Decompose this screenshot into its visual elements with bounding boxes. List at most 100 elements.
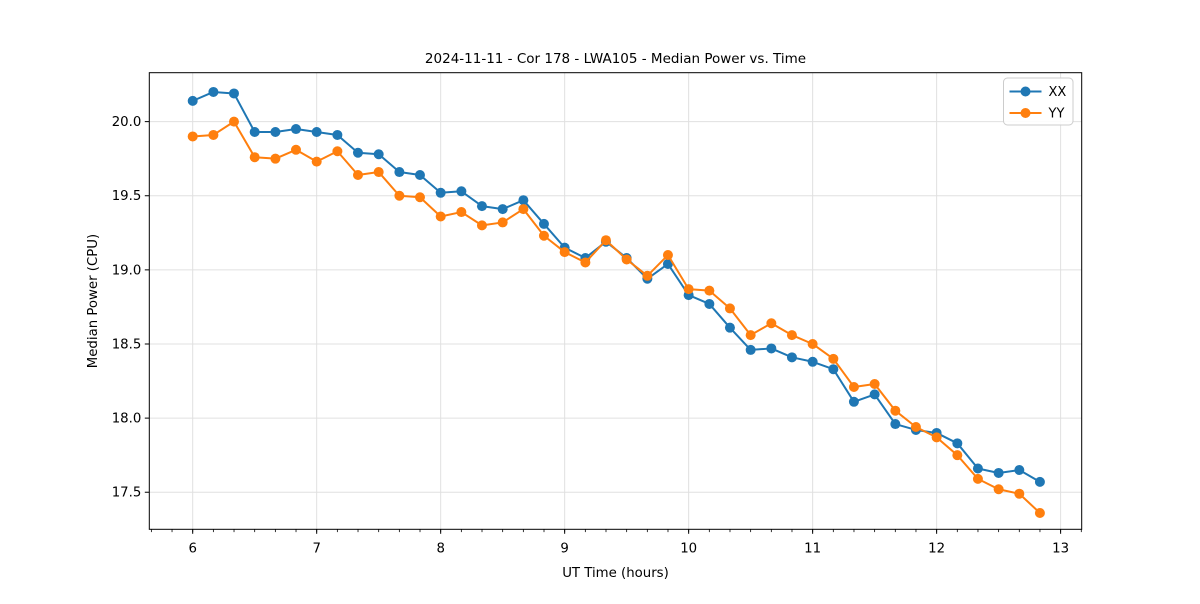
data-point-XX [332,129,343,140]
axes-frame [148,72,1083,530]
legend-label-XX: XX [1049,85,1067,100]
x-tick-label: 6 [188,541,196,556]
data-point-XX [435,187,446,198]
data-point-YY [766,318,777,329]
data-point-YY [952,450,963,461]
x-tick-label: 12 [928,541,945,556]
legend-marker-YY [1020,108,1031,118]
data-point-XX [290,124,301,135]
data-point-YY [848,381,859,392]
legend-label-YY: YY [1048,107,1065,122]
data-point-YY [724,303,735,314]
data-point-XX [848,396,859,407]
data-point-XX [270,127,281,137]
data-point-YY [642,270,653,281]
legend-marker-XX [1020,86,1031,97]
data-point-YY [394,190,405,201]
data-point-YY [187,131,198,142]
data-point-XX [394,167,405,178]
data-point-YY [456,207,467,218]
data-point-YY [352,169,363,180]
data-point-XX [972,463,983,474]
data-point-YY [497,217,508,228]
data-point-XX [476,201,487,212]
data-point-YY [786,330,797,341]
y-axis-label: Median Power (CPU) [86,234,101,368]
data-point-YY [332,146,343,157]
data-point-XX [518,195,529,206]
data-point-XX [187,95,198,106]
data-point-YY [683,284,694,295]
data-point-YY [910,422,921,433]
data-point-YY [869,379,880,390]
data-point-XX [993,467,1004,478]
x-tick-label: 11 [804,541,821,556]
data-point-XX [704,298,715,309]
data-point-YY [807,338,818,349]
x-tick-label: 8 [436,541,444,556]
data-point-YY [311,156,322,167]
data-point-XX [538,218,549,229]
x-tick-label: 9 [560,541,568,556]
data-point-YY [993,484,1004,495]
data-point-XX [828,364,839,375]
data-point-YY [270,153,281,164]
data-point-YY [208,129,219,140]
data-point-YY [972,473,983,484]
data-point-XX [745,344,756,355]
data-point-YY [559,247,570,258]
data-point-YY [435,211,446,222]
data-point-XX [766,343,777,354]
data-point-YY [249,152,260,163]
data-point-YY [662,250,673,261]
data-point-XX [890,419,901,430]
x-tick-label: 7 [312,541,320,556]
y-tick-label: 17.5 [112,486,142,501]
y-tick-label: 19.0 [112,263,142,278]
y-tick-label: 18.5 [112,337,142,352]
chart-title: 2024-11-11 - Cor 178 - LWA105 - Median P… [425,51,806,67]
x-tick-label: 10 [680,541,697,556]
data-point-YY [828,353,839,364]
data-point-XX [869,389,880,400]
data-point-XX [1034,476,1045,487]
x-tick-label: 13 [1052,541,1069,556]
data-point-YY [1014,488,1025,499]
y-tick-label: 19.5 [112,189,142,204]
data-point-YY [1034,507,1045,518]
data-point-XX [952,438,963,449]
data-point-XX [786,352,797,363]
data-point-YY [704,285,715,296]
data-point-XX [807,356,818,367]
data-point-XX [373,149,384,160]
data-point-YY [228,116,239,127]
data-point-YY [745,330,756,341]
data-point-XX [228,88,239,99]
data-point-XX [724,322,735,333]
data-point-XX [456,186,467,197]
data-point-XX [662,258,673,269]
data-point-XX [497,204,508,215]
data-point-XX [414,169,425,180]
data-point-YY [414,192,425,203]
y-tick-label: 20.0 [112,115,142,130]
data-point-YY [476,220,487,231]
data-point-XX [352,147,363,158]
data-point-YY [580,257,591,268]
data-point-XX [249,127,260,137]
y-tick-label: 18.0 [112,412,142,427]
x-axis-label: UT Time (hours) [562,566,669,581]
data-point-YY [890,405,901,416]
data-point-YY [621,254,632,265]
data-point-YY [518,204,529,215]
data-point-XX [208,86,219,97]
data-point-YY [600,235,611,246]
data-point-XX [1014,465,1025,475]
data-point-YY [931,432,942,443]
data-point-YY [538,230,549,241]
data-point-YY [290,144,301,155]
data-point-YY [373,167,384,178]
